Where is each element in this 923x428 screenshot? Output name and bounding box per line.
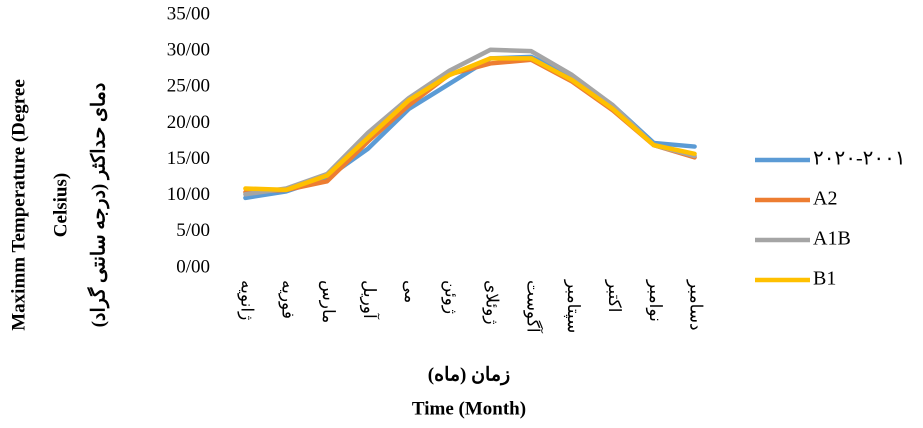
x-tick-label: ژوئن [441, 280, 461, 314]
y-tick-label: 10/00 [167, 184, 210, 205]
y-axis-title: Celsius) [50, 173, 71, 237]
y-tick-label: 30/00 [167, 40, 210, 61]
y-tick-label: 25/00 [167, 76, 210, 97]
x-tick-label: می [401, 280, 420, 303]
x-tick-label: سپتامبر [563, 279, 583, 333]
legend-label: ۲۰۲۰-۲۰۰۱ [813, 148, 906, 170]
legend-label: A2 [813, 188, 837, 210]
y-axis-title-fa: دمای حداکثر (درجه سانتی گراد) [86, 83, 109, 328]
x-tick-label: اکتبر [604, 279, 624, 312]
y-tick-label: 15/00 [167, 148, 210, 169]
series-line [243, 56, 697, 193]
x-tick-label: ژوئلای [482, 280, 502, 325]
y-tick-label: 5/00 [176, 220, 210, 241]
x-tick-label: فوریه [277, 280, 297, 319]
x-axis-title-fa: زمان (ماه) [428, 364, 510, 385]
x-tick-label: ژانویه [237, 280, 257, 320]
x-tick-label: آگوست [522, 280, 544, 334]
series-line [243, 57, 697, 195]
x-tick-label: مارس [318, 280, 338, 323]
x-tick-label: آوریل [359, 280, 381, 320]
x-tick-label: نوامبر [645, 279, 665, 322]
y-tick-label: 35/00 [167, 3, 210, 24]
y-tick-label: 0/00 [176, 256, 210, 277]
y-axis-title: Maximm Temperature (Degree [8, 79, 29, 331]
y-tick-label: 20/00 [167, 112, 210, 133]
x-axis-title: Time (Month) [412, 398, 526, 419]
legend-label: B1 [813, 268, 836, 290]
x-tick-label: دسامبر [686, 279, 706, 331]
legend-label: A1B [813, 228, 851, 250]
